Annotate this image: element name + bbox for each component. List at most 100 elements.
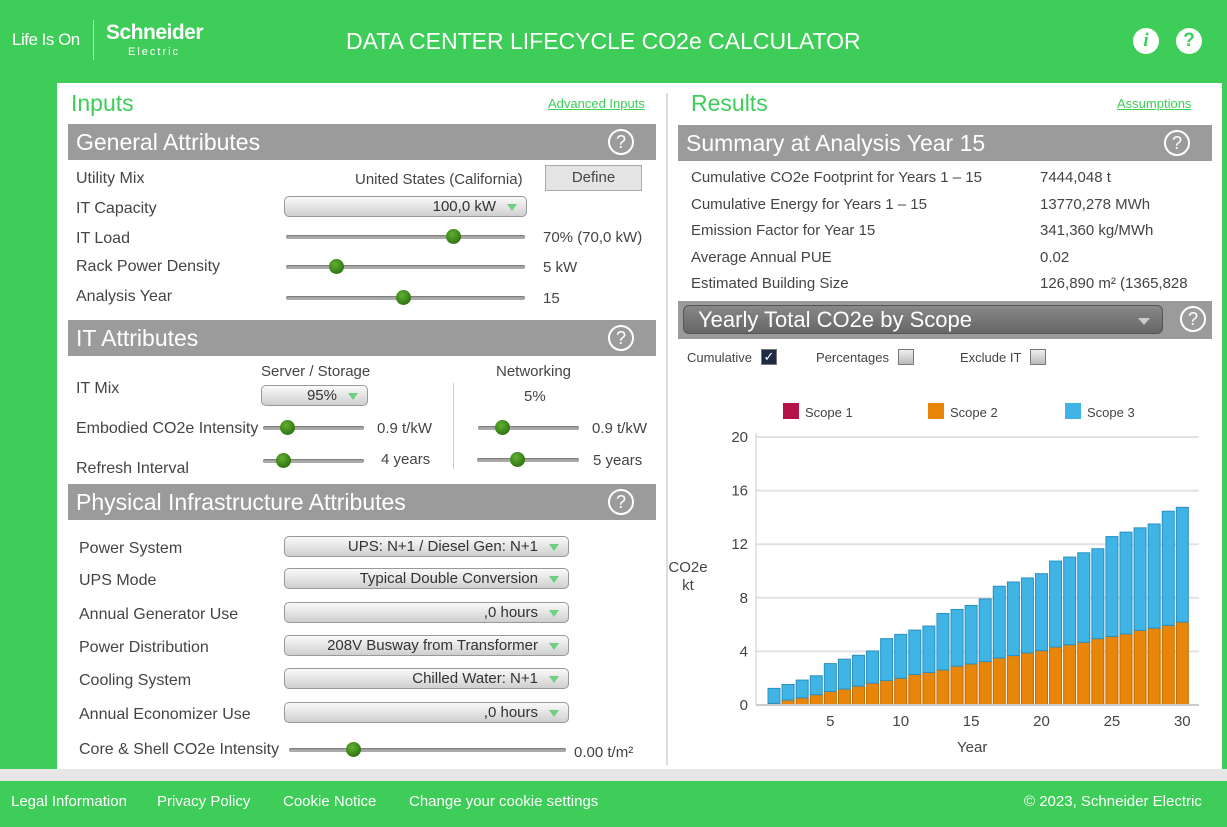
bar-scope-3	[908, 629, 922, 675]
help-icon[interactable]: ?	[608, 325, 634, 351]
info-icon[interactable]: i	[1133, 28, 1159, 54]
server-refresh-value: 4 years	[381, 451, 431, 468]
physical-row-dropdown[interactable]: Chilled Water: N+1	[284, 668, 569, 689]
copyright: © 2023, Schneider Electric	[1024, 793, 1202, 810]
core-shell-slider[interactable]	[289, 742, 566, 757]
bar-scope-3	[1091, 548, 1105, 640]
rack-density-slider[interactable]	[286, 259, 525, 274]
slider-thumb[interactable]	[396, 290, 412, 305]
chevron-down-icon	[549, 610, 559, 617]
physical-row-label: Power Distribution	[79, 639, 209, 656]
bar-scope-3	[1035, 573, 1049, 652]
refresh-interval-label: Refresh Interval	[76, 460, 189, 477]
y-tick-label: 8	[740, 590, 748, 607]
network-embodied-slider[interactable]	[478, 420, 579, 435]
bar-scope-3	[1147, 523, 1161, 629]
define-button[interactable]: Define	[545, 165, 642, 191]
bar-scope-3	[1020, 577, 1034, 654]
bar-scope-2	[866, 682, 880, 706]
slider-thumb[interactable]	[509, 452, 525, 467]
assumptions-link[interactable]: Assumptions	[1117, 96, 1192, 111]
network-refresh-slider[interactable]	[477, 452, 579, 467]
chevron-down-icon	[549, 544, 559, 551]
legal-link[interactable]: Legal Information	[11, 793, 127, 810]
dropdown-value: UPS: N+1 / Diesel Gen: N+1	[347, 538, 538, 555]
summary-label: Estimated Building Size	[691, 275, 849, 292]
section-title: General Attributes	[76, 129, 261, 155]
column-divider	[666, 93, 668, 765]
it-capacity-dropdown[interactable]: 100,0 kW	[284, 196, 527, 217]
physical-row-dropdown[interactable]: 208V Busway from Transformer	[284, 635, 569, 656]
summary-value: 13770,278 MWh	[1040, 195, 1151, 213]
server-refresh-slider[interactable]	[263, 453, 364, 468]
bar-scope-2	[1077, 641, 1091, 706]
chevron-down-icon	[549, 643, 559, 650]
advanced-inputs-link[interactable]: Advanced Inputs	[548, 96, 645, 111]
physical-row-dropdown[interactable]: Typical Double Conversion	[284, 568, 569, 589]
bar-scope-2	[894, 677, 908, 706]
chevron-down-icon	[549, 676, 559, 683]
help-icon[interactable]: ?	[1176, 28, 1202, 54]
slider-thumb[interactable]	[329, 259, 345, 274]
bar-scope-2	[1049, 646, 1063, 706]
bar-scope-2	[1119, 633, 1133, 706]
percentages-label: Percentages	[816, 350, 889, 365]
bar-scope-2	[1020, 652, 1034, 706]
bar-scope-2	[1147, 627, 1161, 706]
privacy-link[interactable]: Privacy Policy	[157, 793, 251, 810]
it-load-label: IT Load	[76, 230, 130, 247]
x-tick-label: 30	[1174, 713, 1191, 730]
footer-divider	[0, 769, 1227, 781]
header: Life Is On Schneider Electric DATA CENTE…	[0, 0, 1227, 83]
bar-scope-3	[1119, 531, 1133, 635]
percentages-checkbox[interactable]	[898, 349, 914, 365]
slider-thumb[interactable]	[345, 742, 361, 757]
rack-density-label: Rack Power Density	[76, 258, 221, 275]
analysis-year-value: 15	[543, 290, 560, 307]
bar-scope-2	[1133, 629, 1147, 706]
slider-thumb[interactable]	[495, 420, 511, 435]
y-tick-label: 16	[731, 483, 748, 500]
x-tick-label: 5	[826, 713, 834, 730]
chevron-down-icon	[549, 710, 559, 717]
analysis-year-slider[interactable]	[286, 290, 525, 305]
column-divider	[453, 383, 454, 469]
bar-scope-3	[880, 638, 894, 681]
slider-thumb[interactable]	[276, 453, 292, 468]
general-attributes-header: General Attributes?	[68, 124, 656, 160]
bar-scope-2	[823, 690, 837, 706]
chevron-down-icon	[348, 393, 358, 400]
chart-type-dropdown[interactable]: Yearly Total CO2e by Scope	[683, 305, 1163, 334]
server-mix-dropdown[interactable]: 95%	[261, 385, 368, 406]
chart-header: Yearly Total CO2e by Scope ?	[678, 301, 1212, 339]
bar-scope-3	[1105, 536, 1119, 637]
slider-thumb[interactable]	[446, 229, 462, 244]
cookie-notice-link[interactable]: Cookie Notice	[283, 793, 377, 810]
slider-thumb[interactable]	[280, 420, 296, 435]
y-tick-label: 4	[740, 643, 748, 660]
physical-row-dropdown[interactable]: UPS: N+1 / Diesel Gen: N+1	[284, 536, 569, 557]
cookie-settings-link[interactable]: Change your cookie settings	[409, 793, 599, 810]
cumulative-checkbox[interactable]: ✓	[761, 349, 777, 365]
server-embodied-slider[interactable]	[263, 420, 364, 435]
physical-row-label: Annual Generator Use	[79, 606, 239, 623]
exclude-it-checkbox[interactable]	[1030, 349, 1046, 365]
bar-scope-3	[809, 675, 823, 696]
help-icon[interactable]: ?	[1164, 130, 1190, 156]
help-icon[interactable]: ?	[608, 489, 634, 515]
co2e-chart: 0 4 8 12 16 20 5 10 15 20 25 30	[731, 429, 1199, 730]
legend-label: Scope 3	[1087, 405, 1135, 420]
physical-row-dropdown[interactable]: ,0 hours	[284, 602, 569, 623]
bar-scope-2	[908, 673, 922, 706]
physical-row-dropdown[interactable]: ,0 hours	[284, 702, 569, 723]
it-load-slider[interactable]	[286, 229, 525, 244]
help-icon[interactable]: ?	[1180, 306, 1206, 332]
bar-scope-2	[880, 679, 894, 706]
legend-swatch	[928, 403, 944, 419]
help-icon[interactable]: ?	[608, 129, 634, 155]
core-shell-label: Core & Shell CO2e Intensity	[79, 741, 280, 758]
bar-scope-3	[992, 585, 1006, 659]
utility-mix-label: Utility Mix	[76, 170, 145, 187]
bar-scope-2	[1006, 655, 1020, 706]
it-load-value: 70% (70,0 kW)	[543, 229, 643, 246]
